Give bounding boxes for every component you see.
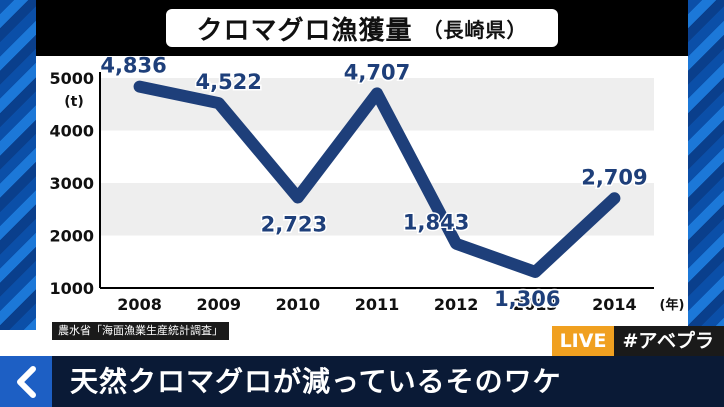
hashtag-label: #アベプラ — [614, 326, 724, 356]
series-line — [133, 80, 621, 278]
data-label: 1,843 — [403, 211, 469, 235]
x-tick-label: 2013 — [513, 295, 558, 314]
chart-area: 5000 4000 3000 2000 1000 (t) 2008 2009 2010 2011 2… — [36, 52, 688, 320]
chart-title-sub: （長崎県） — [422, 17, 528, 42]
chart-title: クロマグロ漁獲量 （長崎県） — [166, 9, 558, 47]
live-label: LIVE — [551, 326, 615, 356]
y-tick-label: 5000 — [49, 69, 94, 88]
headline: 天然クロマグロが減っているそのワケ — [70, 365, 562, 398]
data-label: 4,707 — [344, 60, 410, 84]
chevron-left-icon — [17, 365, 36, 398]
live-badge: LIVE #アベプラ — [551, 326, 724, 356]
x-tick-label: 2011 — [355, 295, 400, 314]
title-bar: クロマグロ漁獲量 （長崎県） — [36, 0, 688, 56]
data-label: 4,836 — [100, 56, 166, 78]
chart-title-main: クロマグロ漁獲量 — [196, 15, 413, 46]
x-tick-label: 2008 — [117, 295, 162, 314]
data-label: 4,522 — [195, 70, 261, 94]
data-label: 2,709 — [581, 165, 647, 189]
y-tick-label: 2000 — [49, 227, 94, 246]
left-edge-decoration — [0, 0, 36, 330]
x-tick-label: 2009 — [196, 295, 241, 314]
line-chart: 5000 4000 3000 2000 1000 (t) 2008 2009 2010 2011 2… — [49, 52, 685, 314]
source-caption: 農水省「海面漁業生産統計調査」 — [52, 322, 229, 340]
x-tick-label: 2012 — [434, 295, 479, 314]
data-label: 2,723 — [261, 213, 327, 237]
y-tick-label: 3000 — [49, 174, 94, 193]
x-tick-label: 2010 — [276, 295, 321, 314]
bottom-banner: 天然クロマグロが減っているそのワケ — [0, 356, 724, 407]
y-unit-label: (t) — [64, 94, 84, 110]
y-tick-label: 1000 — [49, 279, 94, 298]
x-unit-label: (年) — [660, 297, 685, 313]
data-label: 1,306 — [494, 287, 560, 311]
right-edge-decoration — [688, 0, 724, 330]
y-tick-label: 4000 — [49, 122, 94, 141]
back-button[interactable] — [0, 356, 52, 407]
x-tick-label: 2014 — [592, 295, 637, 314]
grid-band — [100, 183, 654, 236]
